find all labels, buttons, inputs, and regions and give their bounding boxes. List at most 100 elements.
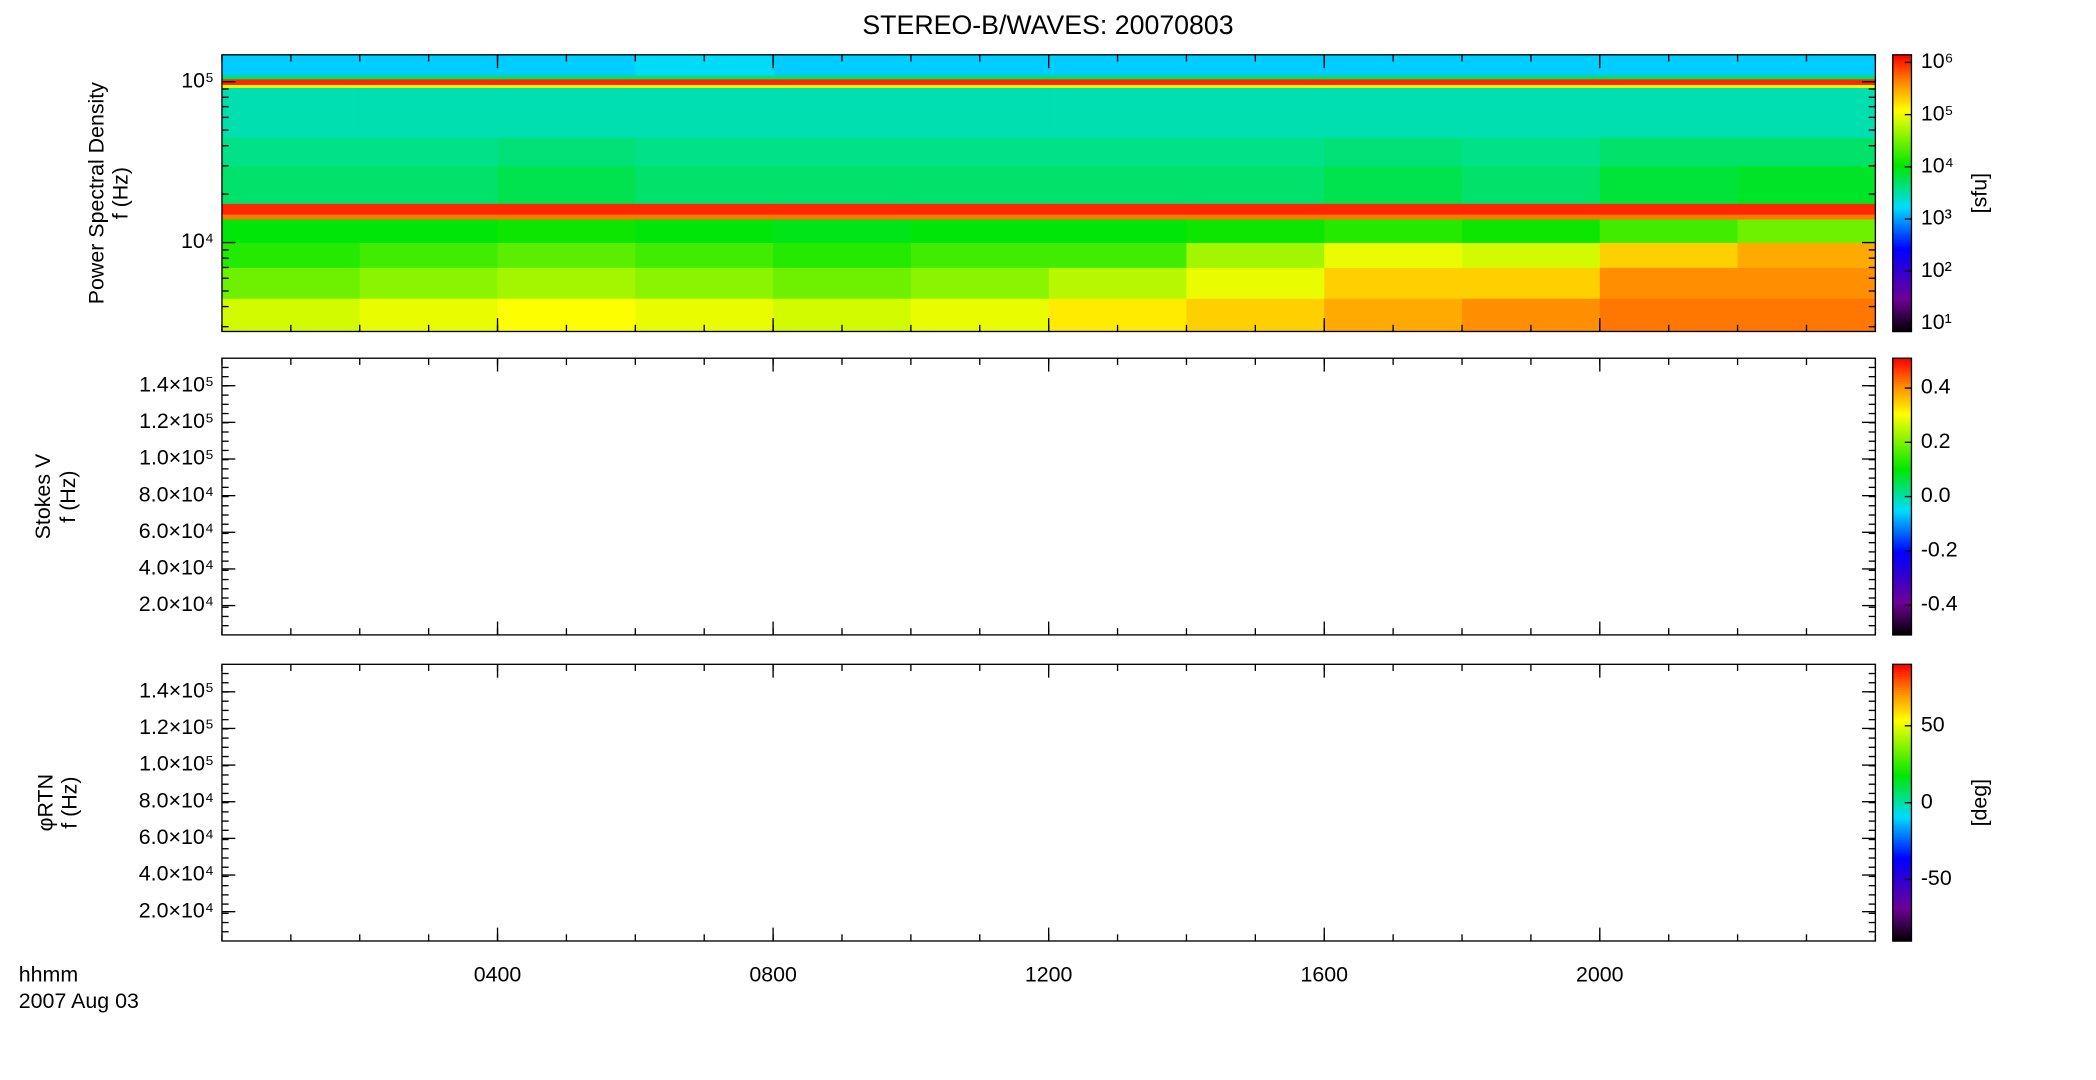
colorbar-cell [1892,64,1912,67]
heatmap-cell [1462,78,1601,85]
heatmap-cell [773,203,912,215]
colorbar-cell [1892,600,1912,604]
heatmap-cell [1737,242,1877,268]
colorbar-cell [1892,579,1912,583]
colorbar-cell [1892,273,1912,277]
colorbar-cell [1892,807,1912,811]
colorbar-cell [1892,922,1912,926]
heatmap-cell [1048,87,1188,138]
heatmap-cell [773,219,912,243]
colorbar-cell [1892,698,1912,702]
heatmap-cell [1324,267,1463,299]
colorbar-cell [1892,609,1912,613]
heatmap-cell [1599,214,1739,220]
colorbar-cell [1892,482,1912,486]
heatmap-cell [773,54,912,76]
colorbar-cell [1892,324,1912,328]
colorbar-cell [1892,544,1912,548]
colorbar-cell [1892,140,1912,144]
colorbar-cell [1892,604,1912,608]
heatmap-cell [1462,87,1601,138]
colorbar-cell [1892,874,1912,878]
heatmap-cell [1324,203,1463,215]
colorbar-cell [1892,413,1912,417]
colorbar-cell [1892,301,1912,305]
colorbar-cell [1892,857,1912,861]
colorbar-cell [1892,512,1912,516]
colorbar-cell [1892,422,1912,426]
colorbar-cell [1892,498,1912,502]
heatmap-cell [1599,219,1739,243]
colorbar-cell [1892,443,1912,447]
colorbar-cell [1892,581,1912,585]
colorbar-cell [1892,93,1912,97]
colorbar-cell [1892,411,1912,415]
colorbar-cell [1892,66,1912,70]
colorbar-cell [1892,798,1912,802]
colorbar-cell [1892,123,1912,127]
heatmap-cell [1186,242,1325,268]
colorbar-cell [1892,561,1912,565]
colorbar-tick-label: 0.4 [1921,375,1951,399]
y-tick-label: 10⁵ [181,68,214,92]
colorbar-cell [1892,179,1912,183]
heatmap-cell [1186,219,1325,243]
colorbar-cell [1892,876,1912,880]
colorbar-cell [1892,621,1912,625]
colorbar-cell [1892,487,1912,491]
y-axis-label: φRTN [34,774,58,831]
colorbar-cell [1892,540,1912,544]
colorbar-cell [1892,515,1912,518]
colorbar-cell [1892,584,1912,588]
colorbar-cell [1892,703,1912,707]
heatmap-cell [1048,219,1188,243]
heatmap-cell [497,137,636,167]
colorbar-cell [1892,574,1912,578]
colorbar-cell [1892,315,1912,319]
colorbar-cell [1892,881,1912,885]
colorbar-cell [1892,209,1912,213]
colorbar-cell [1892,742,1912,746]
heatmap-cell [635,84,774,88]
colorbar-cell [1892,591,1912,595]
colorbar-cell [1892,556,1912,560]
colorbar-cell [1892,236,1912,240]
heatmap-cell [910,165,1050,204]
colorbar-cell [1892,747,1912,751]
colorbar-cell [1892,119,1912,123]
heatmap-cell [1324,242,1463,268]
colorbar-cell [1892,758,1912,762]
colorbar-cell [1892,455,1912,459]
colorbar-cell [1892,547,1912,551]
colorbar-cell [1892,632,1912,636]
colorbar-cell [1892,445,1912,449]
heatmap-cell [359,165,499,204]
colorbar-cell [1892,163,1912,167]
colorbar-cell [1892,128,1912,132]
colorbar-cell [1892,473,1912,477]
colorbar-tick-label: -0.2 [1921,537,1958,561]
colorbar-cell [1892,390,1912,394]
y-tick-label: 10⁴ [181,229,214,253]
colorbar-cell [1892,724,1912,728]
colorbar-cell [1892,87,1912,91]
colorbar-cell [1892,213,1912,217]
colorbar-cell [1892,310,1912,314]
colorbar-tick-label: 50 [1921,712,1945,736]
heatmap-cell [773,84,912,88]
colorbar-cell [1892,538,1912,542]
y-tick-label: 2.0×10⁴ [139,592,214,616]
heatmap-cell [359,203,499,215]
colorbar-cell [1892,913,1912,917]
heatmap-cell [221,54,361,76]
heatmap-cell [1186,214,1325,220]
colorbar-cell [1892,326,1912,330]
colorbar-cell [1892,372,1912,376]
colorbar-cell [1892,432,1912,435]
colorbar-cell [1892,570,1912,574]
colorbar-cell [1892,503,1912,507]
colorbar-cell [1892,738,1912,742]
colorbar-cell [1892,133,1912,137]
colorbar-cell [1892,441,1912,445]
colorbar-cell [1892,680,1912,684]
